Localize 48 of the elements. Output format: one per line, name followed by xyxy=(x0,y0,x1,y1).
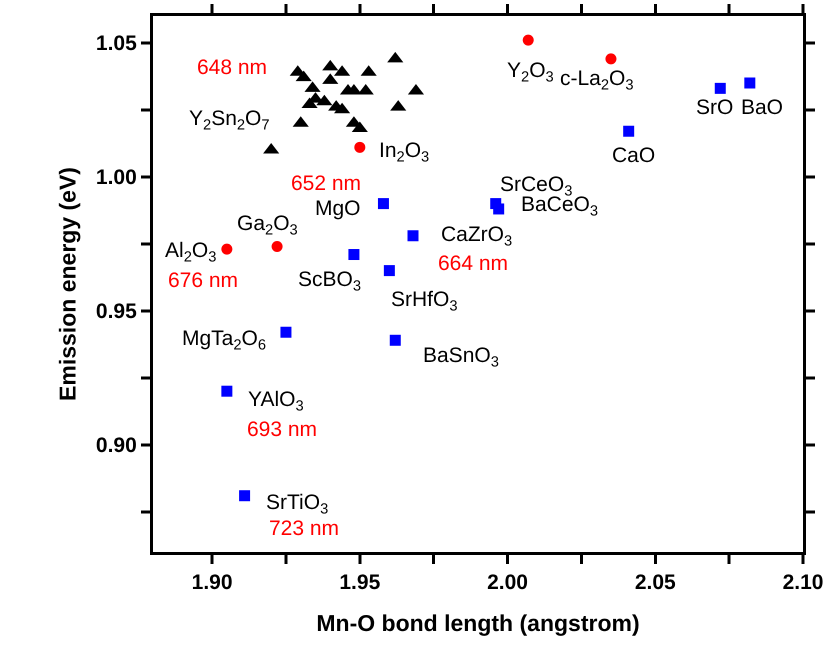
point xyxy=(221,386,232,397)
point xyxy=(272,240,283,252)
annotation: YAlO$_{3}$ xyxy=(248,388,304,414)
annotation: MgO xyxy=(315,197,361,220)
annotation: CaO xyxy=(612,144,656,167)
annotation: ScBO$_{3}$ xyxy=(298,268,362,294)
annotation: 676 nm xyxy=(168,269,238,292)
point xyxy=(354,142,366,153)
point xyxy=(493,203,504,214)
annotation: 652 nm xyxy=(291,172,362,195)
point xyxy=(239,490,250,502)
annotation: BaSnO$_{3}$ xyxy=(423,344,499,370)
annotation: 693 nm xyxy=(247,418,318,441)
annotation: CaZrO$_{3}$ xyxy=(441,223,512,250)
point xyxy=(280,326,292,338)
annotation: In$_{2}$O$_{3}$ xyxy=(379,139,430,166)
annotation: c-La$_{2}$O$_{3}$ xyxy=(560,67,634,94)
annotation: 648 nm xyxy=(197,56,268,79)
x-axis-title: Mn-O bond length (angstrom) xyxy=(316,610,640,636)
annotation: MgTa$_{2}$O$_{6}$ xyxy=(182,327,266,354)
annotation: 723 nm xyxy=(269,517,340,540)
point xyxy=(408,230,418,242)
y-axis-title: Emission energy (eV) xyxy=(54,167,80,401)
point xyxy=(378,198,389,210)
point xyxy=(623,126,634,137)
point xyxy=(390,334,401,346)
annotation: BaO xyxy=(741,96,784,119)
annotation: Ga$_{2}$O$_{3}$ xyxy=(237,212,298,238)
y-tick-label: 0.90 xyxy=(96,434,137,458)
x-tick-label: 2.00 xyxy=(487,571,528,594)
annotation: SrO xyxy=(696,96,734,119)
annotation: Y$_{2}$O$_{3}$ xyxy=(507,59,554,86)
annotation: 664 nm xyxy=(438,252,508,275)
point xyxy=(384,265,395,276)
point xyxy=(221,244,232,255)
y-tick-label: 1.05 xyxy=(96,32,138,56)
annotation: SrTiO$_{3}$ xyxy=(266,491,328,518)
x-tick-label: 2.05 xyxy=(634,571,676,594)
annotation: SrHfO$_{3}$ xyxy=(391,288,458,314)
annotation: Y$_{2}$Sn$_{2}$O$_{7}$ xyxy=(189,107,270,134)
x-tick-label: 1.90 xyxy=(192,571,233,594)
y-tick-label: 0.95 xyxy=(96,300,138,324)
x-tick-label: 1.95 xyxy=(339,571,381,594)
annotation: Al$_{2}$O$_{3}$ xyxy=(165,239,216,266)
x-tick-label: 2.10 xyxy=(782,571,824,594)
y-tick-label: 1.00 xyxy=(96,166,137,190)
point xyxy=(714,82,726,94)
point xyxy=(348,249,360,260)
